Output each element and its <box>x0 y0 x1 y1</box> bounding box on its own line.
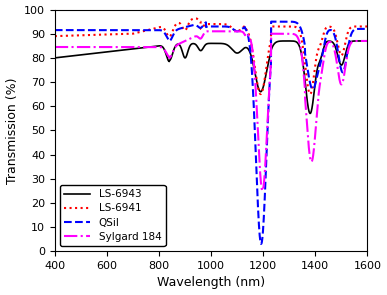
LS-6941 <box>356 25 361 28</box>
X-axis label: Wavelength (nm): Wavelength (nm) <box>157 276 265 289</box>
LS-6941 <box>53 34 57 38</box>
Sylgard 184 <box>216 30 220 33</box>
Sylgard 184 <box>299 50 304 54</box>
LS-6941 <box>299 36 304 40</box>
LS-6941 <box>68 34 73 37</box>
LS-6941 <box>356 25 361 28</box>
Sylgard 184 <box>204 30 209 33</box>
QSil <box>68 28 73 32</box>
LS-6943 <box>299 50 303 53</box>
Line: LS-6941: LS-6941 <box>55 18 367 94</box>
LS-6943 <box>356 39 361 43</box>
QSil <box>299 28 304 32</box>
LS-6941 <box>205 22 209 26</box>
LS-6943 <box>204 42 209 46</box>
Legend: LS-6943, LS-6941, QSil, Sylgard 184: LS-6943, LS-6941, QSil, Sylgard 184 <box>60 185 166 246</box>
Sylgard 184 <box>260 189 265 193</box>
QSil <box>259 242 264 246</box>
LS-6941 <box>193 17 198 20</box>
Sylgard 184 <box>196 36 201 39</box>
LS-6943 <box>356 39 361 43</box>
QSil <box>204 25 209 29</box>
Sylgard 184 <box>365 39 370 43</box>
Line: QSil: QSil <box>55 22 367 244</box>
LS-6943 <box>53 56 57 60</box>
QSil <box>356 27 361 31</box>
LS-6943 <box>68 54 73 58</box>
QSil <box>196 25 201 29</box>
Line: Sylgard 184: Sylgard 184 <box>55 31 367 191</box>
LS-6941 <box>196 19 201 22</box>
Sylgard 184 <box>53 45 57 49</box>
Line: LS-6943: LS-6943 <box>55 41 367 114</box>
QSil <box>269 20 274 23</box>
Y-axis label: Transmission (%): Transmission (%) <box>5 77 19 183</box>
Sylgard 184 <box>68 45 73 49</box>
LS-6941 <box>258 92 263 96</box>
LS-6943 <box>365 39 370 43</box>
Sylgard 184 <box>356 39 361 43</box>
QSil <box>53 28 57 32</box>
QSil <box>356 27 361 31</box>
LS-6941 <box>365 25 370 28</box>
LS-6943 <box>308 112 313 115</box>
Sylgard 184 <box>356 39 361 43</box>
LS-6943 <box>196 47 201 50</box>
QSil <box>365 27 370 31</box>
